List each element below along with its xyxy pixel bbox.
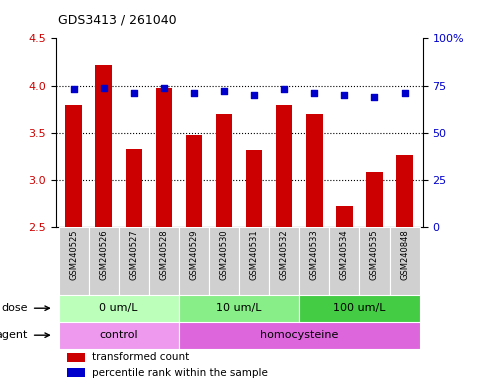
Text: GSM240533: GSM240533 (310, 229, 319, 280)
Point (100, 84, 108, 91)
Bar (126, 149, 142, 227)
Bar (239, 227, 269, 295)
Text: GSM240532: GSM240532 (280, 229, 289, 280)
Point (370, 94, 378, 100)
Bar (389, 227, 420, 295)
Text: GDS3413 / 261040: GDS3413 / 261040 (58, 14, 177, 27)
Bar (67, 368, 85, 377)
Bar (246, 150, 262, 227)
Text: GSM240529: GSM240529 (189, 229, 199, 280)
Text: GSM240534: GSM240534 (340, 229, 349, 280)
Bar (396, 154, 413, 227)
Text: GSM240527: GSM240527 (129, 229, 138, 280)
Bar (179, 295, 299, 322)
Text: percentile rank within the sample: percentile rank within the sample (92, 367, 268, 377)
Text: GSM240848: GSM240848 (400, 229, 409, 280)
Bar (336, 205, 353, 227)
Text: GSM240535: GSM240535 (370, 229, 379, 280)
Text: control: control (99, 330, 138, 340)
Bar (269, 227, 299, 295)
Bar (67, 353, 85, 362)
Text: dose: dose (1, 303, 28, 313)
Bar (209, 227, 239, 295)
Text: 100 um/L: 100 um/L (333, 303, 386, 313)
Text: GSM240526: GSM240526 (99, 229, 108, 280)
Point (280, 86, 288, 93)
Point (401, 90, 409, 96)
Bar (58, 322, 179, 349)
Bar (58, 295, 179, 322)
Bar (366, 172, 383, 227)
Bar (156, 88, 172, 227)
Bar (89, 227, 119, 295)
Text: 0 um/L: 0 um/L (99, 303, 138, 313)
Bar (276, 106, 293, 227)
Bar (299, 295, 420, 322)
Bar (359, 227, 389, 295)
Bar (299, 227, 329, 295)
Bar (65, 104, 82, 227)
Point (160, 84, 168, 91)
Text: GSM240531: GSM240531 (250, 229, 258, 280)
Bar (179, 322, 420, 349)
Bar (58, 227, 89, 295)
Text: homocysteine: homocysteine (260, 330, 339, 340)
Point (70, 86, 77, 93)
Point (190, 90, 198, 96)
Bar (179, 227, 209, 295)
Bar (119, 227, 149, 295)
Text: transformed count: transformed count (92, 353, 189, 362)
Bar (149, 227, 179, 295)
Text: GSM240525: GSM240525 (69, 229, 78, 280)
Point (311, 90, 318, 96)
Text: GSM240528: GSM240528 (159, 229, 169, 280)
Point (220, 88, 228, 94)
Bar (185, 135, 202, 227)
Bar (306, 114, 323, 227)
Point (341, 92, 348, 98)
Text: GSM240530: GSM240530 (220, 229, 228, 280)
Point (130, 90, 138, 96)
Bar (216, 114, 232, 227)
Text: 10 um/L: 10 um/L (216, 303, 262, 313)
Bar (96, 65, 112, 227)
Bar (329, 227, 359, 295)
Text: agent: agent (0, 330, 28, 340)
Point (250, 92, 258, 98)
